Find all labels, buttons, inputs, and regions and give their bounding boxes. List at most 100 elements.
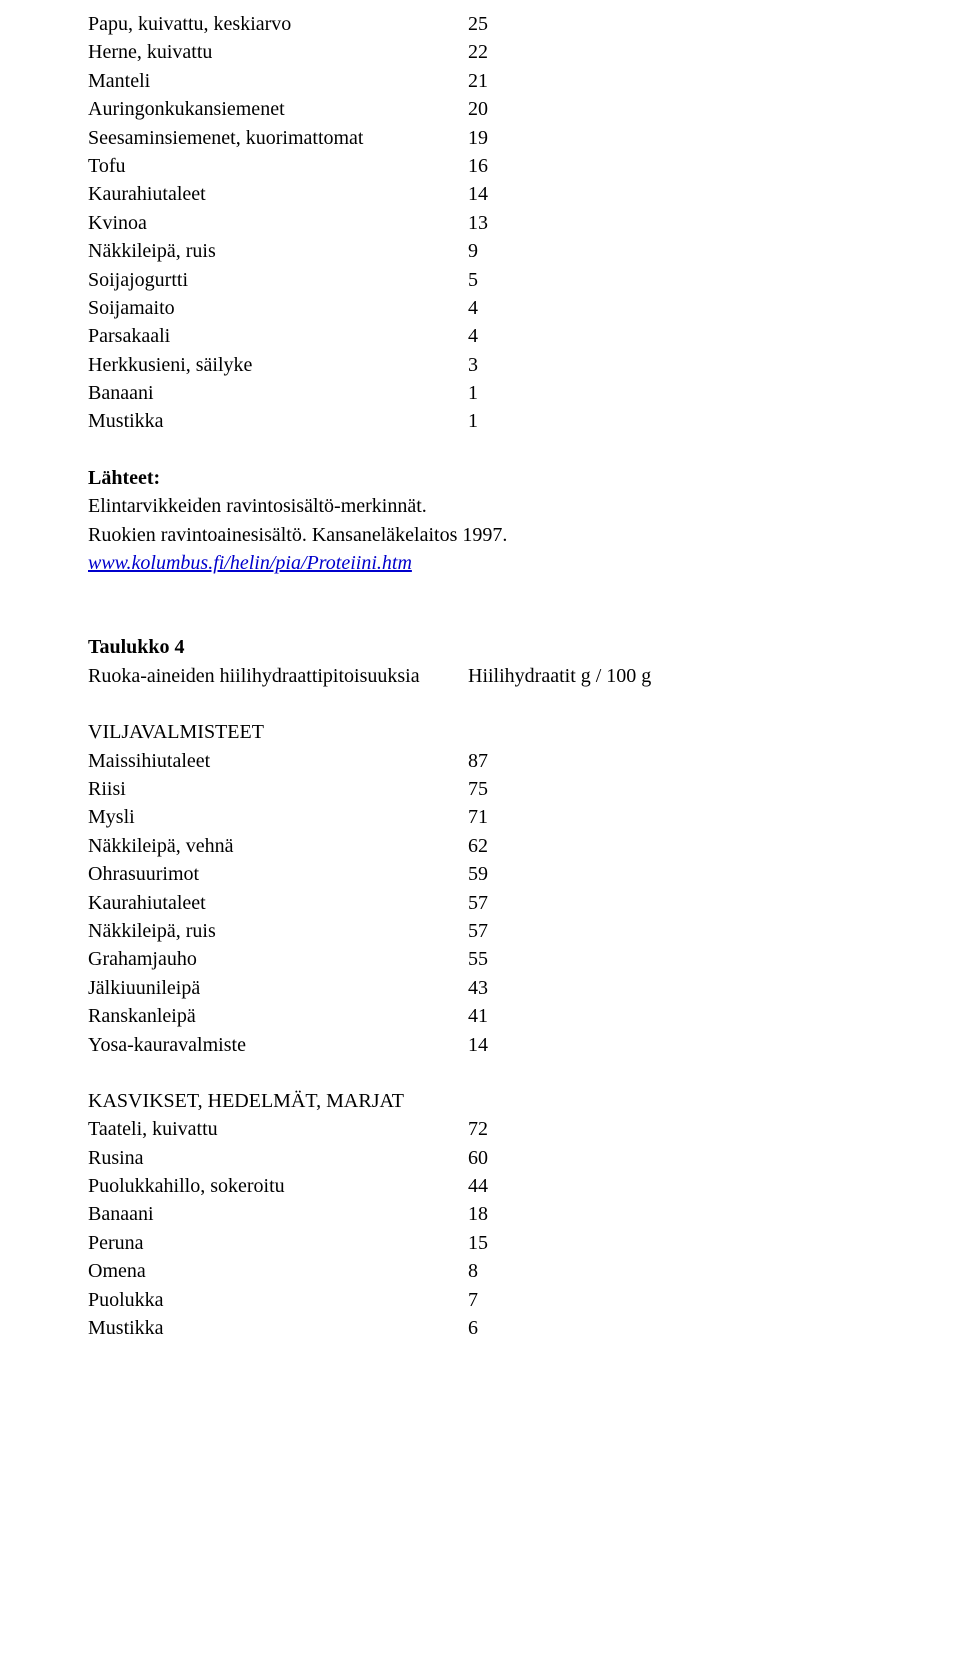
section2-row: Banaani18 — [88, 1200, 872, 1228]
section2-row: Puolukkahillo, sokeroitu44 — [88, 1172, 872, 1200]
section1-value: 59 — [468, 860, 528, 888]
table1-value: 25 — [468, 10, 528, 38]
table1-value: 14 — [468, 180, 528, 208]
table1-label: Kaurahiutaleet — [88, 180, 468, 208]
table4-title-text: Taulukko 4 — [88, 633, 185, 661]
section1-row: Ranskanleipä41 — [88, 1002, 872, 1030]
sources-link[interactable]: www.kolumbus.fi/helin/pia/Proteiini.htm — [88, 549, 412, 577]
table1-value: 21 — [468, 67, 528, 95]
table1-body: Papu, kuivattu, keskiarvo25Herne, kuivat… — [88, 10, 872, 436]
table1-label: Parsakaali — [88, 322, 468, 350]
table1-row: Banaani1 — [88, 379, 872, 407]
table1-label: Soijamaito — [88, 294, 468, 322]
section1-value: 55 — [468, 945, 528, 973]
section2-heading: KASVIKSET, HEDELMÄT, MARJAT — [88, 1087, 404, 1115]
section1-value: 57 — [468, 889, 528, 917]
table1-row: Mustikka1 — [88, 407, 872, 435]
table1-row: Manteli21 — [88, 67, 872, 95]
table1-value: 1 — [468, 407, 528, 435]
table1-label: Papu, kuivattu, keskiarvo — [88, 10, 468, 38]
section2-label: Banaani — [88, 1200, 468, 1228]
table1-label: Näkkileipä, ruis — [88, 237, 468, 265]
section1-value: 71 — [468, 803, 528, 831]
section2-row: Taateli, kuivattu72 — [88, 1115, 872, 1143]
table1-label: Kvinoa — [88, 209, 468, 237]
section1-label: Jälkiuunileipä — [88, 974, 468, 1002]
section1-label: Riisi — [88, 775, 468, 803]
table4-subtitle-left: Ruoka-aineiden hiilihydraattipitoisuuksi… — [88, 662, 468, 690]
section1-value: 57 — [468, 917, 528, 945]
section2-label: Mustikka — [88, 1314, 468, 1342]
section1-heading-row: VILJAVALMISTEET — [88, 718, 872, 746]
section1-row: Grahamjauho55 — [88, 945, 872, 973]
section1-label: Yosa-kauravalmiste — [88, 1031, 468, 1059]
section2-value: 15 — [468, 1229, 528, 1257]
table1-value: 9 — [468, 237, 528, 265]
table1-label: Herkkusieni, säilyke — [88, 351, 468, 379]
table1-value: 3 — [468, 351, 528, 379]
section2-row: Puolukka7 — [88, 1286, 872, 1314]
section1-label: Kaurahiutaleet — [88, 889, 468, 917]
table1-label: Tofu — [88, 152, 468, 180]
table1-row: Soijamaito4 — [88, 294, 872, 322]
table1-value: 5 — [468, 266, 528, 294]
section1-row: Näkkileipä, vehnä62 — [88, 832, 872, 860]
section1-value: 75 — [468, 775, 528, 803]
table1-row: Tofu16 — [88, 152, 872, 180]
section2-row: Omena8 — [88, 1257, 872, 1285]
table1-row: Kvinoa13 — [88, 209, 872, 237]
section1-label: Näkkileipä, vehnä — [88, 832, 468, 860]
section2-row: Rusina60 — [88, 1144, 872, 1172]
table1-label: Seesaminsiemenet, kuorimattomat — [88, 124, 468, 152]
table1-row: Herkkusieni, säilyke3 — [88, 351, 872, 379]
section2-row: Mustikka6 — [88, 1314, 872, 1342]
section1-label: Ranskanleipä — [88, 1002, 468, 1030]
section1-row: Mysli71 — [88, 803, 872, 831]
table1-label: Herne, kuivattu — [88, 38, 468, 66]
section2-value: 44 — [468, 1172, 528, 1200]
table1-row: Parsakaali4 — [88, 322, 872, 350]
section1-value: 43 — [468, 974, 528, 1002]
section1-row: Kaurahiutaleet57 — [88, 889, 872, 917]
section1-value: 62 — [468, 832, 528, 860]
table1-label: Banaani — [88, 379, 468, 407]
sources-line2: Ruokien ravintoainesisältö. Kansaneläkel… — [88, 521, 507, 549]
table4-subtitle-row: Ruoka-aineiden hiilihydraattipitoisuuksi… — [88, 662, 872, 690]
section1-value: 14 — [468, 1031, 528, 1059]
sources-block: Lähteet: Elintarvikkeiden ravintosisältö… — [88, 464, 872, 578]
section2-value: 60 — [468, 1144, 528, 1172]
section2-label: Puolukka — [88, 1286, 468, 1314]
section1-value: 87 — [468, 747, 528, 775]
section2-label: Rusina — [88, 1144, 468, 1172]
section1-heading: VILJAVALMISTEET — [88, 718, 264, 746]
section1-label: Maissihiutaleet — [88, 747, 468, 775]
table1-label: Soijajogurtti — [88, 266, 468, 294]
table1-value: 1 — [468, 379, 528, 407]
section1-label: Grahamjauho — [88, 945, 468, 973]
table1-row: Soijajogurtti5 — [88, 266, 872, 294]
section2-value: 18 — [468, 1200, 528, 1228]
section1-row: Yosa-kauravalmiste14 — [88, 1031, 872, 1059]
table1-row: Kaurahiutaleet14 — [88, 180, 872, 208]
section1-label: Ohrasuurimot — [88, 860, 468, 888]
section2-body: Taateli, kuivattu72Rusina60Puolukkahillo… — [88, 1115, 872, 1342]
section1-value: 41 — [468, 1002, 528, 1030]
table1-row: Papu, kuivattu, keskiarvo25 — [88, 10, 872, 38]
section2-value: 72 — [468, 1115, 528, 1143]
table1-label: Auringonkukansiemenet — [88, 95, 468, 123]
table1-value: 16 — [468, 152, 528, 180]
table1-value: 13 — [468, 209, 528, 237]
section2-row: Peruna15 — [88, 1229, 872, 1257]
section2-value: 6 — [468, 1314, 528, 1342]
sources-heading: Lähteet: — [88, 464, 160, 492]
table1-value: 19 — [468, 124, 528, 152]
table1-row: Näkkileipä, ruis9 — [88, 237, 872, 265]
table1-value: 4 — [468, 322, 528, 350]
section2-label: Taateli, kuivattu — [88, 1115, 468, 1143]
section2-label: Puolukkahillo, sokeroitu — [88, 1172, 468, 1200]
table4-subtitle-right: Hiilihydraatit g / 100 g — [468, 662, 651, 690]
section1-body: Maissihiutaleet87Riisi75Mysli71Näkkileip… — [88, 747, 872, 1059]
section1-label: Näkkileipä, ruis — [88, 917, 468, 945]
table1-value: 4 — [468, 294, 528, 322]
sources-line1: Elintarvikkeiden ravintosisältö-merkinnä… — [88, 492, 427, 520]
